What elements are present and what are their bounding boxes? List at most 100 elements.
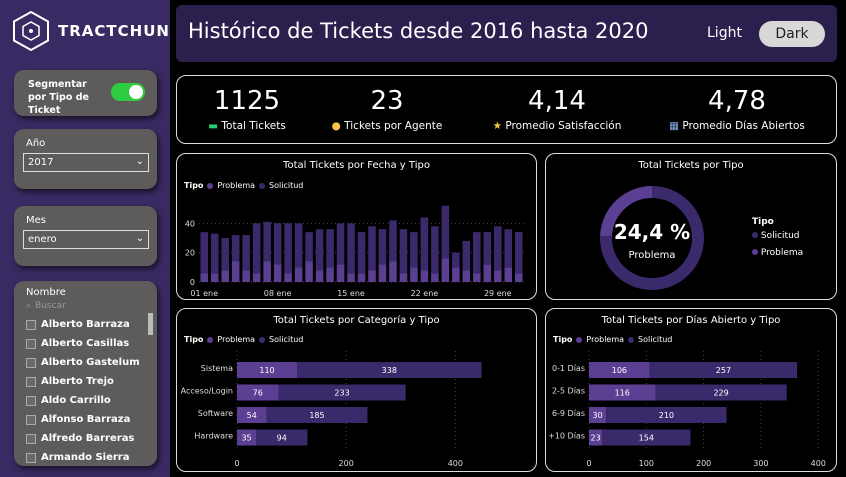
name-list-item-label: Alberto Gastelum <box>41 357 140 368</box>
category-label: Hardware <box>194 432 233 441</box>
chart-title: Total Tickets por Categoría y Tipo <box>273 315 440 326</box>
name-list-item[interactable]: Alfredo Barreras <box>26 429 151 448</box>
legend-title: Tipo <box>752 217 774 227</box>
bar-solicitud <box>242 235 250 271</box>
tickets-by-category-panel: Total Tickets por Categoría y Tipo Tipo … <box>176 308 537 472</box>
tickets-by-type-panel: Total Tickets por Tipo 24,4 % Problema T… <box>545 153 837 300</box>
data-label-solicitud: 338 <box>382 366 397 375</box>
bar-solicitud <box>431 226 439 274</box>
category-label: Software <box>198 409 233 418</box>
bar-solicitud <box>357 232 366 274</box>
bar-solicitud <box>273 223 282 265</box>
data-label-problema: 23 <box>590 434 600 443</box>
kpi-label-row: ★ Promedio Satisfacción <box>487 120 627 132</box>
bar-problema <box>368 270 376 282</box>
checkbox[interactable] <box>26 414 36 425</box>
name-list-item[interactable]: Alberto Trejo <box>26 372 151 391</box>
brand-logo: TRACTCHUN <box>12 10 170 52</box>
bar-solicitud <box>504 229 513 268</box>
name-list-item[interactable]: Alberto Casillas <box>26 334 151 353</box>
legend-item-solicitud: Solicitud <box>269 181 304 190</box>
data-label-solicitud: 233 <box>334 389 349 398</box>
category-label: 2-5 Días <box>552 387 585 396</box>
name-search-input[interactable]: ⌕ Buscar <box>26 301 66 311</box>
checkbox[interactable] <box>26 433 36 444</box>
chart-legend: Tipo Problema Solicitud <box>184 181 303 190</box>
bar-problema <box>284 273 292 282</box>
donut-legend: Tipo Solicitud Problema <box>752 217 803 258</box>
bar-problema <box>589 407 607 423</box>
bar-problema <box>431 273 439 282</box>
checkbox[interactable] <box>26 338 36 349</box>
bar-solicitud <box>441 205 450 259</box>
bar-problema <box>210 273 219 282</box>
name-list-item-label: Alfredo Barreras <box>41 433 135 444</box>
light-theme-button[interactable]: Light <box>707 25 742 41</box>
name-list-item[interactable]: Alberto Barraza <box>26 315 151 334</box>
bar-problema <box>242 270 250 282</box>
legend-item-solicitud: Solicitud <box>638 335 673 344</box>
year-label: Año <box>26 138 46 149</box>
bar-solicitud <box>284 223 292 274</box>
name-list-item[interactable]: Aldo Carrillo <box>26 391 151 410</box>
name-list-item[interactable]: Alberto Gastelum <box>26 353 151 372</box>
toggle-knob <box>129 85 143 99</box>
bar-problema <box>237 384 279 401</box>
kpi-value: 4,14 <box>528 86 586 116</box>
monitor-icon: ▬ <box>208 120 219 132</box>
checkbox[interactable] <box>26 319 36 330</box>
bar-problema <box>483 264 492 282</box>
data-label-problema: 116 <box>615 389 630 398</box>
bar-solicitud <box>256 429 308 446</box>
bar-solicitud <box>649 362 798 378</box>
checkbox[interactable] <box>26 376 36 387</box>
kpi-avg-satisfaction: 4,14 ★ Promedio Satisfacción <box>487 86 627 132</box>
x-tick-label: 29 ene <box>484 289 512 298</box>
name-list-scrollbar[interactable] <box>148 313 153 335</box>
x-tick-label: 01 ene <box>190 289 218 298</box>
x-tick-label: 22 ene <box>411 289 439 298</box>
checkbox[interactable] <box>26 357 36 368</box>
year-dropdown[interactable]: 2017 ⌄ <box>23 153 149 172</box>
donut-center-label: Problema <box>628 250 676 261</box>
bar-solicitud <box>389 220 397 262</box>
name-list-item-label: Alberto Barraza <box>41 319 130 330</box>
bar-problema <box>441 258 450 282</box>
kpi-label: Promedio Satisfacción <box>505 120 622 132</box>
segment-toggle[interactable] <box>111 83 145 101</box>
legend-item-problema: Problema <box>760 248 804 258</box>
bar-solicitud <box>315 229 324 271</box>
category-label: 6-9 Días <box>552 409 585 418</box>
bar-problema <box>252 273 261 282</box>
kpi-panel: 1125 ▬ Total Tickets 23 ● Tickets por Ag… <box>176 75 837 144</box>
bar-solicitud <box>326 229 334 268</box>
x-tick-label: 15 ene <box>337 289 365 298</box>
star-icon: ★ <box>492 120 503 132</box>
data-label-solicitud: 185 <box>309 411 324 420</box>
checkbox[interactable] <box>26 452 36 463</box>
kpi-value: 1125 <box>213 86 281 116</box>
legend-dot-solicitud <box>259 182 266 189</box>
name-list-item[interactable]: Alfonso Barraza <box>26 410 151 429</box>
kpi-label-row: ▦ Promedio Días Abiertos <box>667 120 807 132</box>
bar-solicitud <box>221 238 229 271</box>
checkbox[interactable] <box>26 395 36 406</box>
x-tick-label: 200 <box>339 459 354 468</box>
bar-solicitud <box>420 217 429 271</box>
bar-solicitud <box>297 362 482 378</box>
chevron-down-icon: ⌄ <box>135 233 144 244</box>
bar-solicitud <box>278 384 406 401</box>
kpi-avg-days-open: 4,78 ▦ Promedio Días Abiertos <box>667 86 807 132</box>
name-list-item[interactable]: Armando Sierra <box>26 448 151 466</box>
kpi-tickets-per-agent: 23 ● Tickets por Agente <box>327 86 447 132</box>
bar-problema <box>514 273 523 282</box>
x-tick-label: 300 <box>753 459 768 468</box>
month-dropdown[interactable]: enero ⌄ <box>23 230 149 249</box>
bar-solicitud <box>266 407 368 423</box>
segment-toggle-card: Segmentar por Tipo de Ticket <box>14 70 157 116</box>
bar-problema <box>200 273 209 282</box>
bar-problema <box>452 267 460 282</box>
brand-name: TRACTCHUN <box>58 22 170 40</box>
data-label-solicitud: 257 <box>716 366 731 375</box>
dark-theme-button[interactable]: Dark <box>759 21 825 47</box>
